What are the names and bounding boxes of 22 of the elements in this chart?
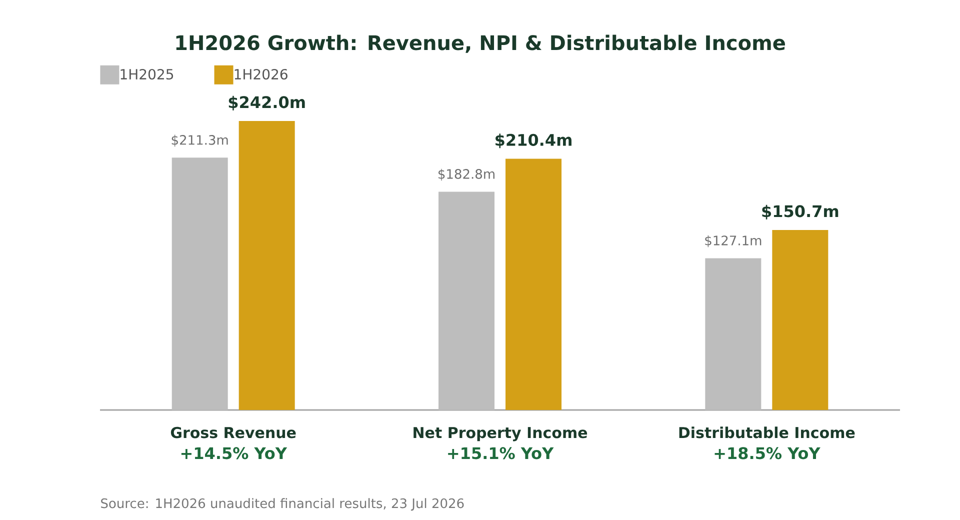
data-label: $210.4m (496, 134, 572, 148)
x-tick-label: Gross Revenue (170, 426, 296, 438)
legend-label: 1H2026 (234, 68, 288, 80)
data-label: $242.0m (228, 96, 305, 110)
bar (238, 121, 295, 410)
text: +15.1% YoY (448, 447, 554, 460)
data-label: $127.1m (705, 235, 762, 248)
bar (172, 158, 228, 410)
bar (438, 192, 495, 410)
data-label: $150.7m (762, 204, 838, 220)
source-note: Source: 1H2026 unaudited financial results, 23 Jul 2026 (101, 498, 464, 511)
text: +14.5% YoY (181, 447, 288, 460)
legend-label: 1H2025 (120, 68, 174, 80)
data-label: $182.8m (438, 168, 494, 181)
x-tick-label: Distributable Income (679, 426, 855, 438)
text: +18.5% YoY (714, 447, 820, 460)
bar (772, 230, 828, 410)
x-tick-label: Net Property Income (414, 427, 588, 442)
bar (705, 258, 762, 410)
data-label: $211.3m (172, 134, 228, 147)
bar (506, 158, 562, 410)
chart-title: 1H2026 Growth: Revenue, NPI & Distributable Income (176, 34, 785, 53)
